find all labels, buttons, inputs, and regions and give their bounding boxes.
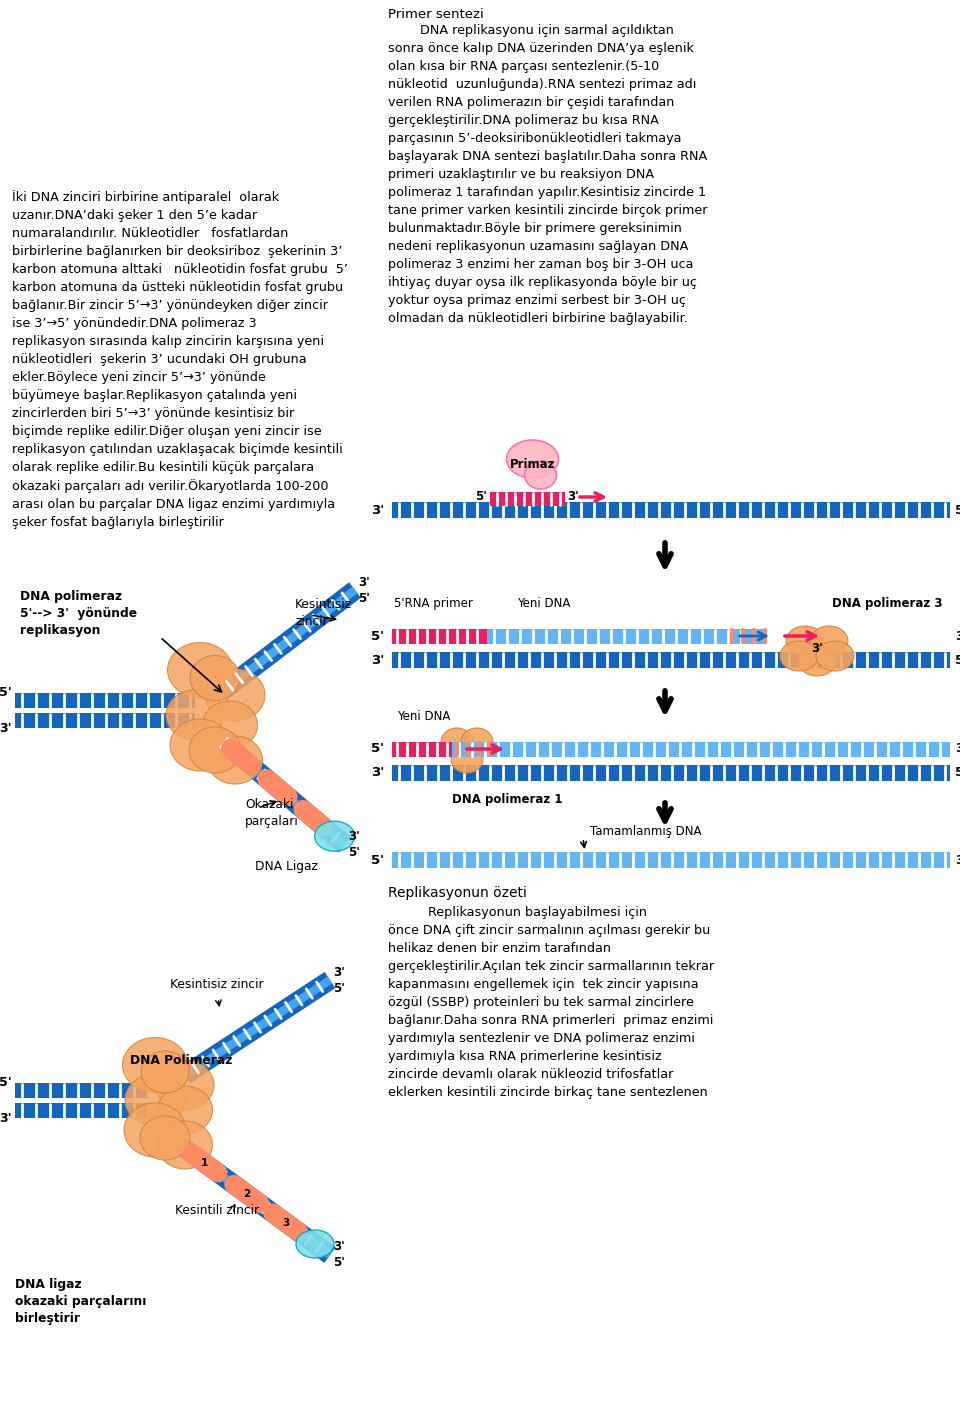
Text: Primaz: Primaz (510, 459, 555, 472)
Ellipse shape (141, 1051, 189, 1093)
Text: 3': 3' (333, 965, 345, 979)
Text: DNA polimeraz 3: DNA polimeraz 3 (832, 598, 943, 611)
Text: Okazaki
parçaları: Okazaki parçaları (245, 798, 299, 828)
Text: 3': 3' (0, 721, 12, 734)
Ellipse shape (207, 735, 262, 784)
Text: DNA replikasyonu için sarmal açıldıktan
sonra önce kalıp DNA üzerinden DNA’ya eş: DNA replikasyonu için sarmal açıldıktan … (388, 24, 708, 324)
Ellipse shape (190, 656, 240, 700)
Ellipse shape (451, 745, 483, 774)
Ellipse shape (524, 461, 557, 489)
Text: Replikasyonun özeti: Replikasyonun özeti (388, 886, 527, 900)
Ellipse shape (189, 727, 241, 774)
Text: 3': 3' (371, 767, 384, 779)
Ellipse shape (786, 626, 824, 656)
Bar (392, 629, 487, 643)
Text: Replikasyonun başlayabilmesi için
önce DNA çift zincir sarmalının açılması gerek: Replikasyonun başlayabilmesi için önce D… (388, 905, 714, 1100)
Ellipse shape (157, 1121, 212, 1169)
Text: 3': 3' (0, 1111, 12, 1125)
Bar (15, 1102, 150, 1118)
Text: DNA Ligaz: DNA Ligaz (255, 860, 318, 873)
Text: DNA polimeraz
5'--> 3'  yönünde
replikasyon: DNA polimeraz 5'--> 3' yönünde replikasy… (20, 589, 137, 638)
Text: 5': 5' (333, 1257, 345, 1270)
Bar (392, 852, 950, 869)
Ellipse shape (816, 640, 854, 672)
Ellipse shape (123, 1037, 187, 1093)
Bar (15, 713, 195, 727)
Ellipse shape (170, 718, 230, 771)
Ellipse shape (157, 1085, 212, 1134)
Text: Kesintili zincir: Kesintili zincir (175, 1203, 259, 1217)
Text: 5': 5' (955, 503, 960, 517)
Text: 3': 3' (811, 642, 823, 655)
Ellipse shape (125, 1074, 185, 1127)
Text: 3': 3' (371, 503, 384, 517)
Text: 3': 3' (371, 653, 384, 666)
Ellipse shape (205, 669, 265, 721)
Text: 3': 3' (955, 853, 960, 867)
Ellipse shape (780, 640, 818, 672)
Text: 3: 3 (282, 1217, 289, 1227)
Text: 5': 5' (371, 743, 384, 755)
Text: 3': 3' (955, 743, 960, 755)
Text: 3': 3' (333, 1240, 345, 1254)
Ellipse shape (166, 690, 224, 740)
Text: 5': 5' (955, 653, 960, 666)
Bar (15, 1083, 150, 1098)
Text: Primer sentezi: Primer sentezi (388, 9, 484, 21)
Ellipse shape (441, 728, 473, 757)
Bar (452, 741, 950, 757)
Text: 1: 1 (202, 1158, 208, 1168)
Bar (392, 502, 950, 519)
Text: 3': 3' (348, 830, 360, 843)
Text: 5': 5' (0, 1076, 12, 1088)
Ellipse shape (507, 441, 559, 478)
Ellipse shape (156, 1060, 214, 1110)
Text: 5': 5' (475, 490, 487, 503)
Text: 5': 5' (348, 846, 360, 860)
Ellipse shape (315, 822, 354, 852)
Ellipse shape (461, 728, 493, 757)
Text: 5': 5' (371, 629, 384, 642)
Text: 3': 3' (358, 575, 370, 588)
Text: Yeni DNA: Yeni DNA (397, 710, 450, 723)
Bar (490, 492, 565, 506)
Text: DNA polimeraz 1: DNA polimeraz 1 (452, 794, 563, 806)
Text: 5': 5' (333, 982, 345, 995)
Text: Kesintisiz zincir: Kesintisiz zincir (170, 979, 264, 992)
Text: Kesintisiz
zincir: Kesintisiz zincir (295, 598, 352, 628)
Text: 5': 5' (371, 853, 384, 867)
Ellipse shape (140, 1117, 190, 1161)
Ellipse shape (203, 701, 257, 750)
Text: İki DNA zinciri birbirine antiparalel  olarak
uzanır.DNA’daki şeker 1 den 5’e ka: İki DNA zinciri birbirine antiparalel ol… (12, 190, 348, 530)
Text: Yeni DNA: Yeni DNA (517, 597, 570, 609)
Bar (392, 652, 950, 667)
Bar (15, 693, 195, 707)
Ellipse shape (798, 646, 836, 676)
Text: 5': 5' (0, 686, 12, 699)
Text: 5': 5' (358, 591, 370, 605)
Text: DNA Polimeraz: DNA Polimeraz (130, 1053, 232, 1067)
Bar (392, 741, 452, 757)
Text: 2: 2 (243, 1189, 251, 1199)
Ellipse shape (167, 642, 232, 697)
Text: 3': 3' (567, 490, 579, 503)
Text: DNA ligaz
okazaki parçalarını
birleştirir: DNA ligaz okazaki parçalarını birleştiri… (15, 1278, 146, 1325)
Ellipse shape (296, 1230, 334, 1258)
Ellipse shape (810, 626, 848, 656)
Bar (487, 629, 767, 643)
Bar (392, 765, 950, 781)
Text: 5': 5' (955, 767, 960, 779)
Text: 3': 3' (955, 629, 960, 642)
Text: Tamamlanmış DNA: Tamamlanmış DNA (590, 825, 702, 837)
Text: 5'RNA primer: 5'RNA primer (394, 597, 473, 609)
Ellipse shape (124, 1102, 186, 1158)
